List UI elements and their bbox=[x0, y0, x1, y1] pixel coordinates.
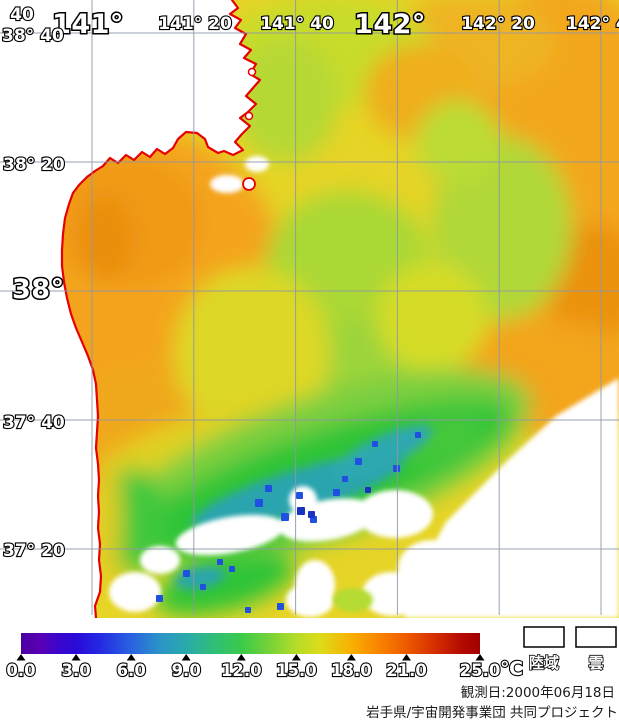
tick-label-0: 0.0 bbox=[6, 661, 35, 680]
footer: 観測日:2000年06月18日 岩手県/宇宙開発事業団 共同プロジェクト bbox=[366, 684, 618, 721]
lon-label-142-20: 142° 20 bbox=[461, 14, 535, 34]
map-key: 陸域 雲 bbox=[523, 626, 617, 673]
cold-blue-pixels bbox=[156, 432, 421, 613]
observation-date-text: 観測日:2000年06月18日 bbox=[461, 684, 615, 701]
land-key-label: 陸域 bbox=[529, 654, 559, 672]
tick-label-9: 9.0 bbox=[172, 661, 201, 680]
colorbar-tick-marks bbox=[16, 654, 485, 661]
tick-label-18: 18.0 bbox=[331, 661, 372, 680]
credit-text: 岩手県/宇宙開発事業団 共同プロジェクト bbox=[366, 705, 618, 721]
cloud-patches bbox=[109, 156, 619, 618]
lon-label-141-20: 141° 20 bbox=[158, 14, 232, 34]
lat-label-37-20: 37° 20 bbox=[3, 541, 65, 561]
map-area: 40 141° 141° 20 141° 40 142° 142° 20 142… bbox=[0, 0, 619, 618]
colorbar-tick-labels: 0.0 3.0 6.0 9.0 12.0 15.0 18.0 21.0 25.0 bbox=[5, 660, 501, 681]
lon-label-141-40: 141° 40 bbox=[260, 14, 334, 34]
lat-label-38-20: 38° 20 bbox=[3, 155, 65, 175]
lon-label-142-40: 142° 40 bbox=[566, 14, 619, 34]
warm-patch-in-clouds bbox=[333, 588, 373, 612]
cloud-key-label: 雲 bbox=[588, 654, 603, 672]
tick-label-15: 15.0 bbox=[276, 661, 317, 680]
lat-label-38-40: 38° 40 bbox=[2, 26, 64, 46]
colorbar-unit-label: ℃ bbox=[500, 658, 523, 680]
lon-label-141: 141° bbox=[52, 9, 124, 40]
tick-label-25: 25.0 bbox=[460, 661, 501, 680]
colorbar: 0.0 3.0 6.0 9.0 12.0 15.0 18.0 21.0 25.0… bbox=[5, 633, 524, 681]
lat-label-38: 38° bbox=[12, 274, 65, 305]
tick-label-3: 3.0 bbox=[61, 661, 90, 680]
tick-label-21: 21.0 bbox=[386, 661, 427, 680]
colorbar-gradient-bar bbox=[21, 633, 480, 654]
lon-label-140-40-partial: 40 bbox=[10, 5, 34, 25]
graticule-grid bbox=[0, 0, 619, 615]
islets-and-inlets bbox=[242, 67, 257, 191]
sea-temperature-field bbox=[0, 0, 619, 616]
coastline bbox=[60, 0, 262, 618]
land-key-swatch bbox=[523, 626, 565, 648]
tick-label-12: 12.0 bbox=[221, 661, 262, 680]
longitude-labels: 40 141° 141° 20 141° 40 142° 142° 20 142… bbox=[9, 4, 619, 42]
tick-label-6: 6.0 bbox=[117, 661, 146, 680]
lon-label-142: 142° bbox=[354, 9, 426, 40]
latitude-labels: 38° 40 38° 20 38° 37° 40 37° 20 bbox=[1, 25, 66, 562]
lat-label-37-40: 37° 40 bbox=[3, 413, 65, 433]
land-mass bbox=[0, 0, 260, 618]
cloud-key-swatch bbox=[575, 626, 617, 648]
